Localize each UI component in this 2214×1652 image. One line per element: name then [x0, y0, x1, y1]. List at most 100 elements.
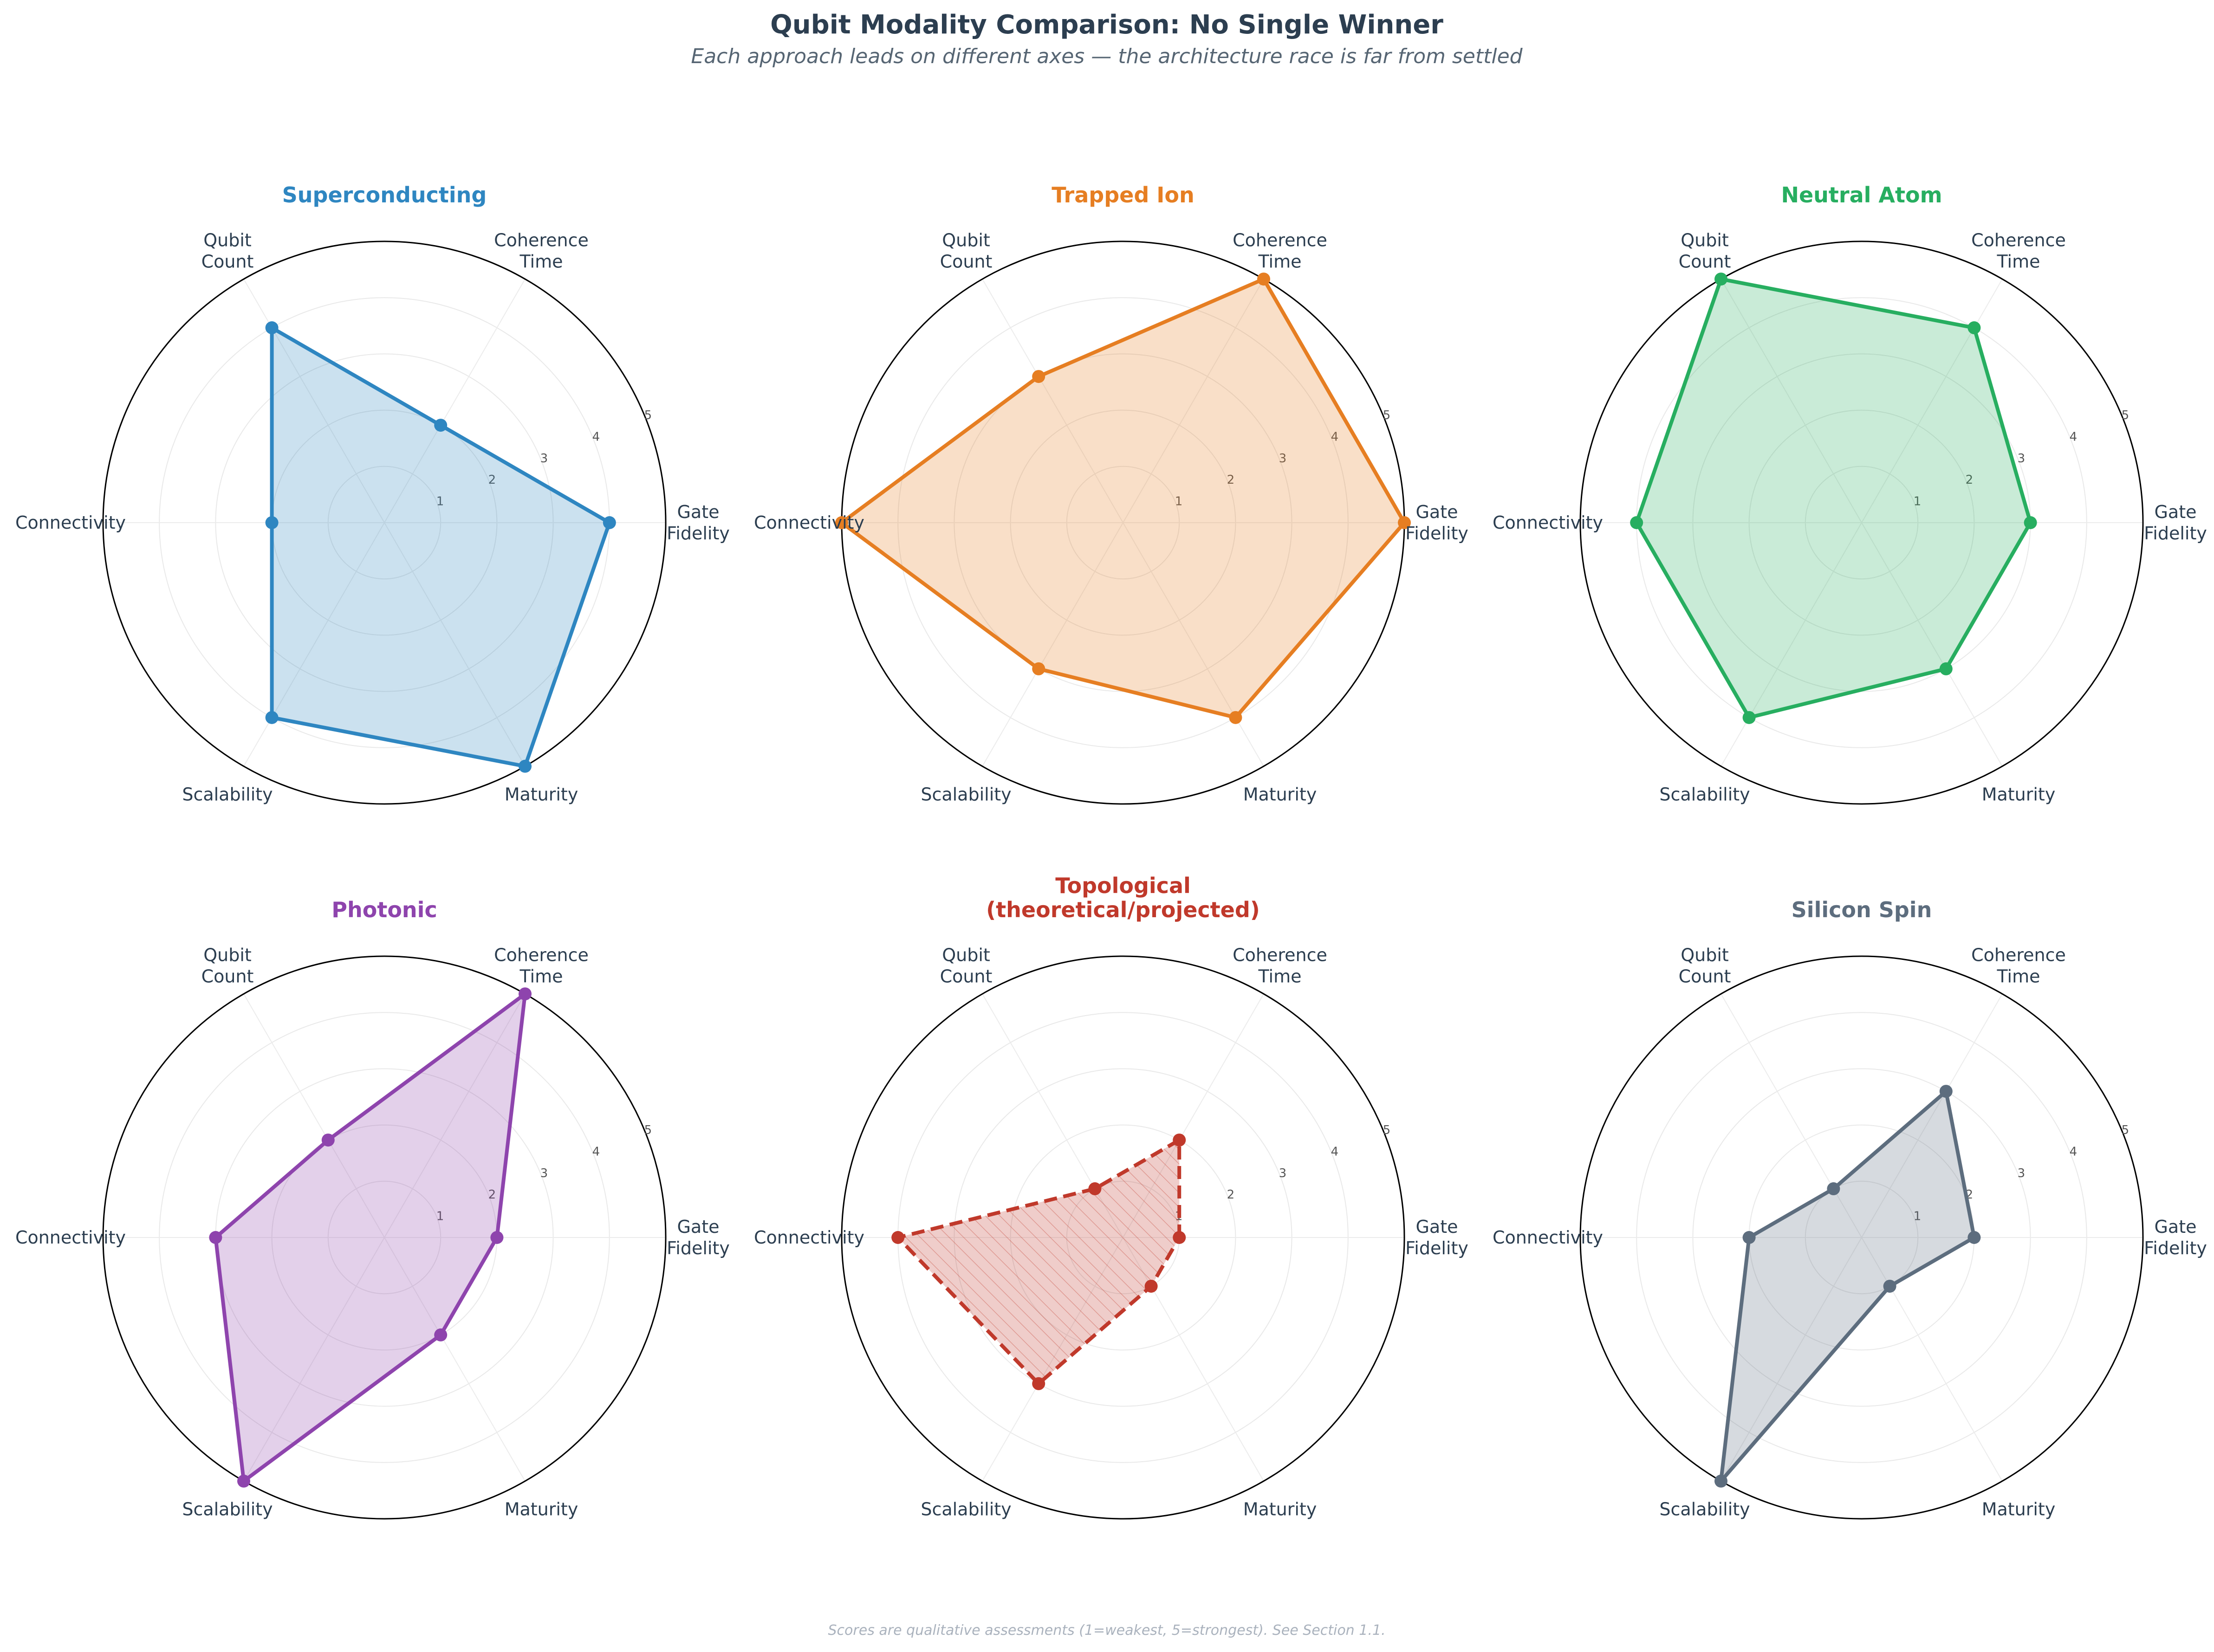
data-point	[1032, 1377, 1045, 1390]
axis-label: Gate Fidelity	[667, 1217, 730, 1258]
chart-title: Qubit Modality Comparison: No Single Win…	[770, 10, 1443, 40]
radial-tick-label: 4	[1331, 430, 1339, 444]
axis-label-line: Time	[519, 252, 563, 272]
radial-tick-label: 3	[1279, 452, 1287, 466]
radial-tick-label: 1	[1175, 495, 1183, 509]
panel-title: Silicon Spin	[1792, 897, 1932, 922]
panel-title-line: Trapped Ion	[1052, 182, 1195, 207]
radar-panel: 12345GateFidelityCoherenceTimeQubitCount…	[754, 873, 1468, 1520]
axis-label: Scalability	[1659, 784, 1750, 804]
data-point	[434, 419, 448, 432]
axis-label-line: Connectivity	[15, 1227, 126, 1248]
axis-label-line: Connectivity	[1493, 1227, 1603, 1248]
axis-label-line: Qubit	[1681, 230, 1729, 251]
radial-tick-label: 2	[1227, 1188, 1235, 1202]
axis-label: Qubit Count	[940, 230, 993, 272]
axis-label: Connectivity	[1493, 512, 1603, 533]
axis-label: Qubit Count	[940, 945, 993, 987]
axis-label-line: Coherence	[1971, 230, 2066, 251]
data-point	[237, 1474, 250, 1488]
axis-label: Maturity	[505, 784, 578, 804]
axis-label: Connectivity	[1493, 1227, 1603, 1248]
axis-label: Coherence Time	[494, 230, 589, 272]
radial-tick-label: 4	[592, 430, 600, 444]
radial-tick-label: 2	[488, 1188, 496, 1202]
data-point	[835, 516, 848, 529]
radial-tick-label: 4	[592, 1145, 600, 1159]
axis-label: Coherence Time	[1971, 230, 2066, 272]
panel-title-line: Topological	[1055, 873, 1191, 898]
grid-spoke	[243, 993, 385, 1238]
radial-tick-label: 3	[1279, 1166, 1287, 1180]
axis-label: Connectivity	[754, 1227, 864, 1248]
axis-label: Connectivity	[15, 1227, 126, 1248]
grid-spoke	[243, 1237, 385, 1482]
axis-label: Connectivity	[15, 512, 126, 533]
series-fill	[272, 328, 610, 766]
data-point	[1742, 1231, 1756, 1244]
axis-label-line: Count	[1679, 966, 1731, 987]
grid-spoke	[1861, 993, 2003, 1238]
grid-spoke	[1123, 279, 1264, 523]
data-point	[1939, 1085, 1953, 1098]
panel-title: Superconducting	[282, 182, 487, 207]
axis-label: Qubit Count	[1679, 230, 1731, 272]
axis-label: Maturity	[505, 1499, 578, 1519]
radial-tick-label: 3	[540, 1166, 548, 1180]
grid-spoke	[982, 279, 1123, 523]
grid-spoke	[1721, 279, 1862, 523]
radial-tick-label: 3	[2018, 1166, 2026, 1180]
radial-tick-label: 1	[436, 495, 444, 509]
data-point	[1883, 1279, 1896, 1293]
axis-label: Maturity	[1982, 1499, 2056, 1519]
data-point	[209, 1231, 222, 1244]
data-point	[1257, 272, 1270, 286]
axis-label: Qubit Count	[201, 230, 254, 272]
axis-label-line: Connectivity	[754, 512, 864, 533]
axis-label-line: Maturity	[1243, 784, 1317, 804]
panel-title: Photonic	[331, 897, 437, 922]
axis-label-line: Count	[940, 252, 993, 272]
axis-label-line: Coherence	[1971, 945, 2066, 965]
radial-tick-label: 5	[644, 1123, 652, 1137]
data-point	[603, 516, 616, 529]
footnote: Scores are qualitative assessments (1=we…	[828, 1622, 1386, 1639]
axis-label-line: Gate	[1415, 502, 1458, 522]
data-point	[1630, 516, 1643, 529]
axis-label-line: Time	[1997, 966, 2040, 987]
axis-label: Scalability	[921, 784, 1011, 804]
axis-label-line: Count	[201, 252, 254, 272]
data-point	[490, 1231, 504, 1244]
radial-tick-label: 3	[540, 452, 548, 466]
axis-label-line: Time	[1258, 252, 1302, 272]
data-point	[1032, 662, 1045, 675]
radial-tick-label: 5	[2122, 1123, 2130, 1137]
axis-label: Gate Fidelity	[2144, 1217, 2207, 1258]
data-point	[1714, 272, 1727, 286]
axis-label-line: Gate	[2154, 1217, 2196, 1237]
data-point	[891, 1231, 905, 1244]
axis-label-line: Scalability	[921, 1499, 1011, 1519]
data-point	[1398, 516, 1411, 529]
panel-title-line: (theoretical/projected)	[986, 897, 1260, 922]
axis-label-line: Scalability	[1659, 1499, 1750, 1519]
data-point	[1742, 711, 1756, 724]
axis-label: Scalability	[182, 1499, 273, 1519]
axis-label-line: Maturity	[505, 784, 578, 804]
grid-spoke	[384, 1237, 526, 1482]
axis-label-line: Time	[1997, 252, 2040, 272]
axis-label: Maturity	[1243, 784, 1317, 804]
axis-label-line: Maturity	[1982, 1499, 2056, 1519]
grid-spoke	[982, 522, 1123, 767]
axis-label-line: Qubit	[203, 230, 252, 251]
radial-tick-label: 2	[488, 473, 496, 487]
axis-label-line: Gate	[1415, 1217, 1458, 1237]
axis-label-line: Scalability	[1659, 784, 1750, 804]
polar-spine	[1579, 240, 2144, 805]
axis-label-line: Scalability	[182, 784, 273, 804]
grid-spoke	[384, 993, 526, 1238]
